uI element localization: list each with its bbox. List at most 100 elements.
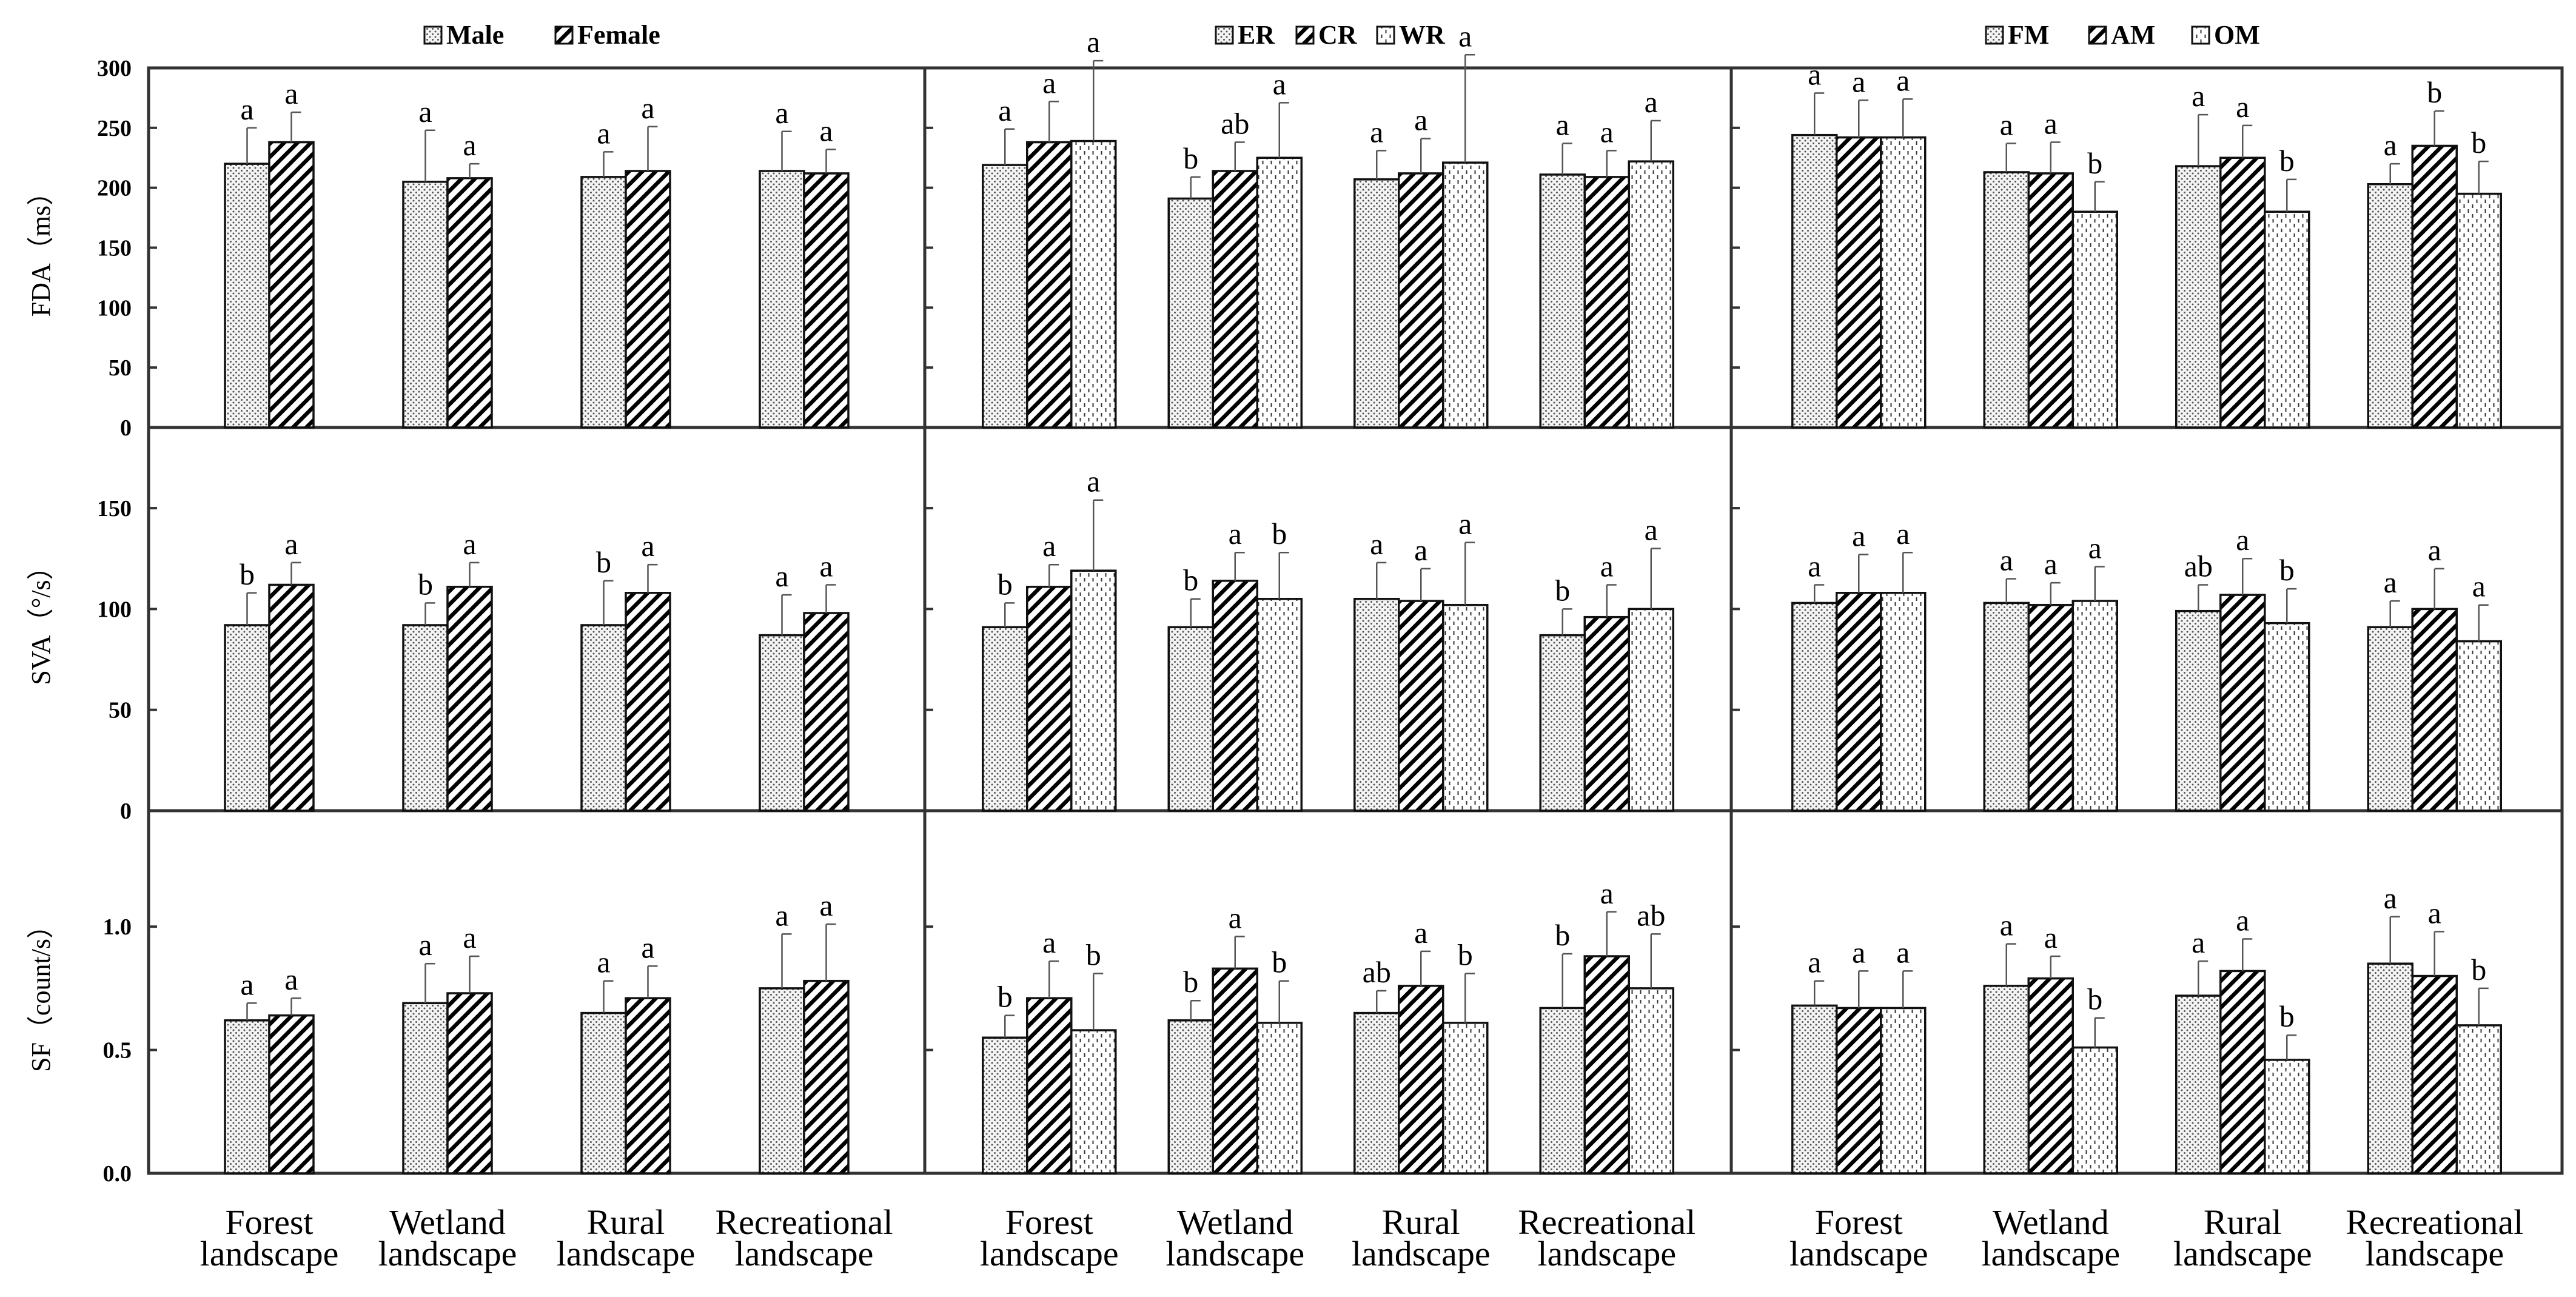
significance-letter: a (775, 898, 788, 932)
significance-letter: a (1042, 529, 1056, 563)
significance-letter: b (1555, 918, 1570, 952)
legend-label: ER (1238, 20, 1275, 50)
bar (1212, 170, 1258, 429)
significance-letter: b (998, 567, 1013, 601)
bar (402, 181, 449, 429)
y-axis-label: SVA（°/s） (26, 553, 56, 685)
bar (1583, 176, 1630, 429)
bar (2411, 608, 2458, 812)
bar (1791, 133, 1838, 429)
legend-swatch (1376, 25, 1395, 45)
bar (1539, 1007, 1586, 1175)
significance-letter: a (1600, 549, 1614, 583)
significance-letter: ab (2184, 549, 2213, 583)
bar (1539, 173, 1586, 429)
bar (2071, 600, 2118, 812)
bar (2264, 210, 2310, 429)
significance-letter: b (998, 980, 1013, 1014)
significance-letter: a (1808, 58, 1821, 92)
significance-letter: a (1852, 64, 1865, 98)
bar (2027, 603, 2074, 812)
significance-letter: a (2000, 543, 2013, 577)
bar (625, 170, 671, 429)
significance-letter: a (1414, 103, 1427, 137)
bar (803, 612, 850, 812)
bar (1353, 178, 1400, 429)
bar (2175, 165, 2222, 429)
bar (580, 176, 627, 429)
significance-letter: ab (1363, 955, 1391, 989)
bar (1791, 602, 1838, 812)
legend-label: AM (2111, 20, 2155, 50)
bar (1791, 1004, 1838, 1175)
significance-letter: a (2384, 881, 2397, 915)
x-category-label: landscape (378, 1234, 517, 1273)
legend-label: Male (446, 20, 504, 50)
bar (224, 1019, 270, 1175)
bar (1353, 597, 1400, 812)
x-category-label: landscape (1537, 1234, 1676, 1273)
significance-letter: a (819, 113, 833, 147)
significance-letter: b (2471, 126, 2486, 159)
significance-letter: a (2428, 896, 2441, 930)
significance-letter: a (641, 529, 654, 563)
bar (268, 141, 315, 429)
bar (1167, 1019, 1214, 1175)
y-tick-label: 200 (97, 176, 132, 201)
x-category-label: landscape (1789, 1234, 1928, 1273)
significance-letter: a (240, 967, 253, 1001)
significance-letter: a (1600, 115, 1614, 149)
significance-letter: a (1370, 115, 1383, 149)
significance-letter: b (2279, 553, 2295, 587)
significance-letter: a (1556, 108, 1569, 142)
bar (2219, 970, 2266, 1175)
significance-letter: b (1183, 965, 1198, 999)
significance-letter: a (1808, 549, 1821, 583)
bar (2264, 622, 2310, 812)
significance-letter: a (1808, 945, 1821, 979)
significance-letter: a (2384, 128, 2397, 162)
x-category-label: Rural (587, 1202, 665, 1242)
bar (268, 583, 315, 812)
significance-letter: a (1852, 519, 1865, 553)
significance-letter: a (2236, 523, 2249, 557)
significance-letter: b (596, 545, 611, 579)
significance-letter: b (1272, 945, 1287, 979)
bar (1398, 985, 1444, 1175)
x-category-label: landscape (980, 1234, 1119, 1273)
legend-label: FM (2008, 20, 2049, 50)
bar (2175, 994, 2222, 1175)
significance-letter: a (1896, 935, 1910, 969)
bar (1880, 1007, 1927, 1175)
bar (2027, 172, 2074, 429)
bar (803, 979, 850, 1175)
x-category-label: Recreational (2346, 1202, 2523, 1242)
bar (1353, 1011, 1400, 1175)
significance-letter: b (1183, 563, 1198, 597)
x-category-label: Recreational (715, 1202, 893, 1242)
bar (2455, 640, 2502, 812)
axis-labels: 0 50 100 150 200 250 300 FDA（ms） 0 50 100 150 SVA（°/… (26, 19, 2523, 1273)
bar (1628, 608, 1674, 812)
x-category-label: Forest (1005, 1202, 1093, 1242)
x-category-label: Wetland (389, 1202, 506, 1242)
significance-letter: a (1414, 916, 1427, 950)
significance-letter: a (463, 128, 476, 162)
bar (1398, 172, 1444, 429)
significance-letter: b (240, 557, 255, 591)
bar (2455, 192, 2502, 429)
significance-letter: a (463, 527, 476, 561)
bar (1256, 156, 1303, 429)
bar (1983, 602, 2030, 812)
x-category-label: landscape (557, 1234, 696, 1273)
bar (1880, 592, 1927, 812)
significance-letter: a (775, 559, 788, 593)
significance-letter: a (284, 76, 298, 110)
bar (2219, 594, 2266, 812)
significance-letter: a (1645, 85, 1658, 119)
y-tick-label: 100 (97, 295, 132, 321)
bar (1442, 603, 1489, 812)
y-tick-label: 150 (97, 236, 132, 261)
y-tick-label: 0.5 (103, 1038, 132, 1064)
bar (1256, 597, 1303, 812)
